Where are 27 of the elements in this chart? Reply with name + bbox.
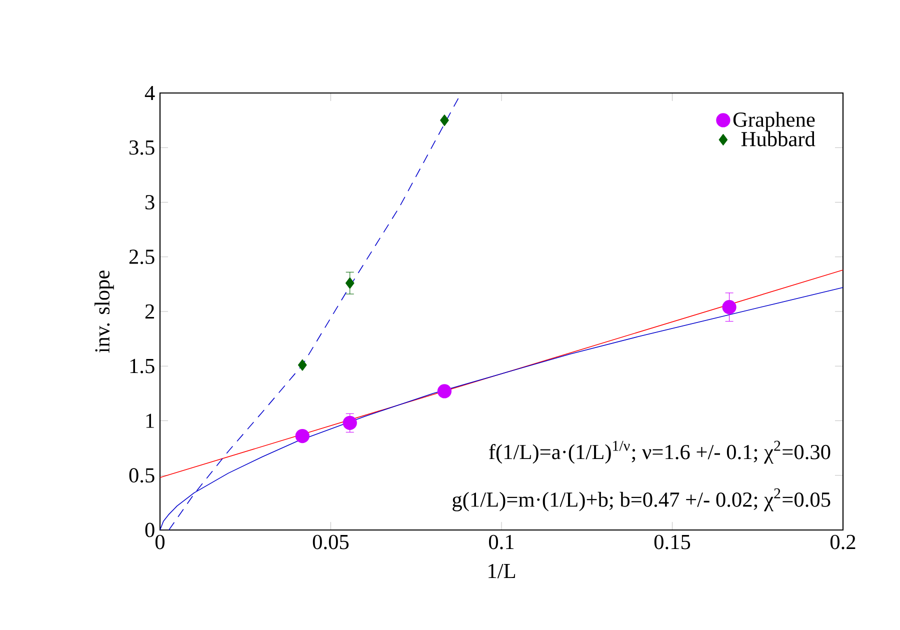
legend-label: Hubbard bbox=[741, 131, 816, 146]
x-axis-title: 1/L bbox=[488, 564, 516, 578]
point bbox=[437, 384, 452, 398]
point bbox=[342, 416, 357, 430]
x-tick-label: 0.15 bbox=[654, 534, 690, 550]
y-tick-label: 2 bbox=[145, 304, 154, 319]
y-tick-label: 0.5 bbox=[129, 468, 154, 483]
y-tick-label: 2.5 bbox=[129, 250, 154, 264]
annotation: g(1/L)=m·(1/L)+b; b=0.47 +/- 0.02; χ$^{2}$=0.05 bbox=[452, 488, 830, 512]
point bbox=[722, 300, 736, 314]
y-tick-label: 4 bbox=[144, 86, 155, 100]
x-tick-label: 0.05 bbox=[312, 534, 349, 550]
y-tick-label: 3 bbox=[146, 195, 154, 210]
y-axis-title: inv. slope bbox=[94, 270, 114, 353]
x-tick-label: 0.1 bbox=[488, 534, 514, 550]
point bbox=[298, 359, 307, 371]
x-tick-label: 0.2 bbox=[830, 534, 856, 550]
y-tick-label: 1 bbox=[146, 414, 154, 428]
legend-label: Graphene bbox=[733, 112, 815, 132]
y-tick-label: 0 bbox=[145, 522, 154, 538]
x-tick-label: 0 bbox=[155, 534, 165, 550]
y-tick-label: 3.5 bbox=[130, 140, 154, 155]
point bbox=[440, 114, 449, 126]
y-tick-label: 1.5 bbox=[130, 358, 154, 374]
point bbox=[295, 428, 310, 444]
annotation: f(1/L)=a·(1/L)$^{1/ν}$; ν=1.6 +/- 0.1; χ$^{2}$=0.30 bbox=[489, 440, 830, 464]
point bbox=[345, 277, 354, 289]
